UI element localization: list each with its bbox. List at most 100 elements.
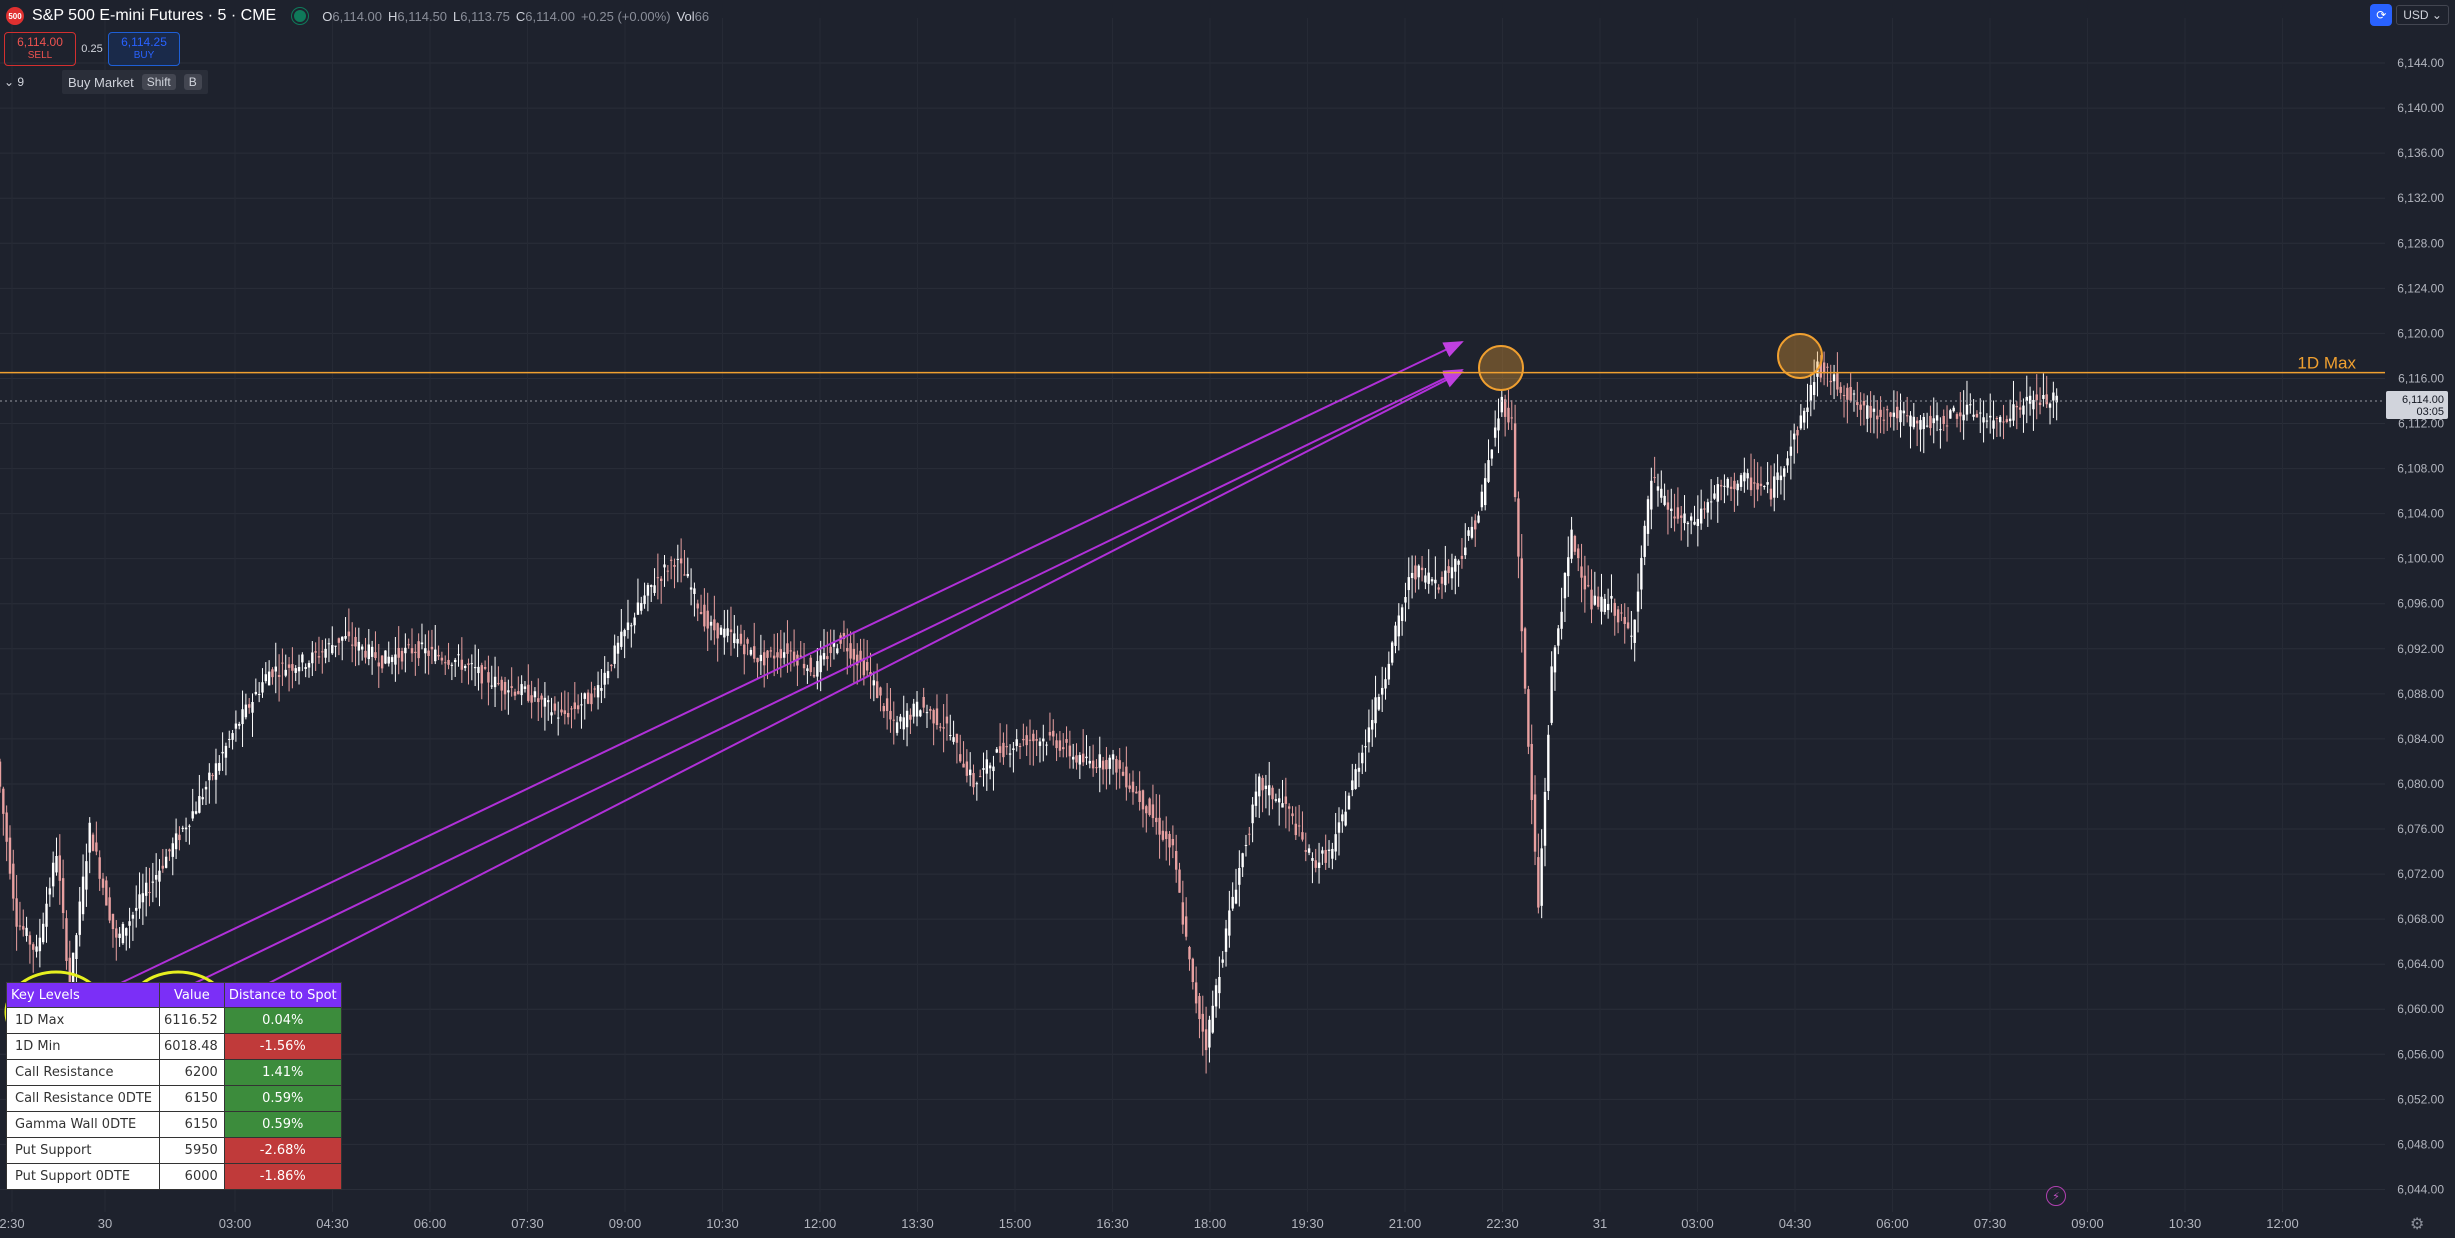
- sell-button[interactable]: 6,114.00 SELL: [4, 32, 76, 66]
- x-tick-label: 2:30: [0, 1216, 25, 1231]
- candle-body: [1636, 591, 1640, 612]
- y-tick-label: 6,092.00: [2397, 642, 2444, 656]
- candle-body: [81, 876, 85, 915]
- candle-body: [2028, 395, 2032, 404]
- candle-body: [194, 811, 198, 814]
- candle-body: [311, 652, 314, 664]
- candle-body: [1517, 498, 1520, 557]
- candle-body: [1892, 412, 1896, 417]
- candle-body: [151, 881, 155, 883]
- candle-body: [1125, 766, 1128, 788]
- candle-body: [71, 952, 75, 991]
- candle-body: [550, 712, 553, 716]
- candle-body: [1640, 557, 1643, 590]
- candle-body: [1493, 427, 1497, 438]
- y-tick-label: 6,068.00: [2397, 912, 2444, 926]
- currency-select[interactable]: USD ⌄: [2396, 5, 2449, 25]
- x-tick-label: 18:00: [1194, 1216, 1227, 1231]
- candle-body: [583, 693, 586, 699]
- candle-body: [1311, 858, 1314, 861]
- candle-body: [347, 631, 351, 637]
- candle-body: [1507, 407, 1510, 423]
- candle-body: [1387, 663, 1391, 680]
- candle-body: [174, 833, 178, 850]
- candle-body: [1174, 850, 1178, 870]
- sync-icon[interactable]: ⟳: [2370, 4, 2393, 26]
- candle-body: [659, 578, 663, 582]
- x-tick-label: 06:00: [1876, 1216, 1909, 1231]
- candle-body: [1178, 869, 1181, 893]
- candle-body: [1600, 596, 1603, 612]
- candle-body: [1108, 757, 1111, 769]
- candle-body: [576, 705, 580, 710]
- x-tick-label: 19:30: [1291, 1216, 1324, 1231]
- candle-body: [1297, 825, 1301, 827]
- candle-body: [247, 704, 251, 708]
- candle-body: [530, 695, 533, 703]
- candle-body: [852, 648, 856, 660]
- candle-body: [274, 666, 277, 672]
- candle-body: [1081, 753, 1085, 763]
- candle-body: [234, 723, 238, 729]
- candle-body: [78, 901, 81, 935]
- candle-body: [1699, 508, 1703, 524]
- buy-button[interactable]: 6,114.25 BUY: [108, 32, 180, 66]
- candle-body: [1048, 732, 1052, 736]
- candle-body: [12, 863, 15, 899]
- candle-body: [772, 655, 776, 659]
- candle-body: [420, 642, 424, 645]
- candle-body: [271, 669, 274, 678]
- y-tick-label: 6,132.00: [2397, 191, 2444, 205]
- candle-body: [856, 654, 859, 666]
- candle-body: [1660, 488, 1663, 498]
- candle-body: [547, 700, 550, 703]
- y-tick-label: 6,080.00: [2397, 777, 2444, 791]
- candle-body: [364, 650, 367, 658]
- candle-body: [18, 925, 22, 927]
- candle-body: [1231, 896, 1234, 909]
- candle-body: [832, 641, 836, 647]
- candle-body: [570, 708, 573, 710]
- candle-body: [1208, 1019, 1211, 1048]
- candle-body: [809, 657, 812, 673]
- candle-body: [656, 577, 660, 579]
- candle-body: [1723, 485, 1726, 487]
- candle-body: [1251, 804, 1254, 824]
- candle-body: [1563, 573, 1567, 599]
- candle-body: [819, 655, 822, 673]
- candle-body: [1543, 791, 1547, 846]
- candle-body: [1414, 565, 1417, 580]
- market-status-icon[interactable]: [292, 8, 309, 24]
- buy-market-button[interactable]: Buy Market Shift B: [62, 70, 208, 94]
- candle-body: [1367, 727, 1371, 743]
- settings-icon[interactable]: ⚙: [2410, 1216, 2425, 1233]
- candle-body: [1955, 414, 1959, 419]
- candle-body: [673, 565, 676, 567]
- candle-body: [626, 622, 630, 630]
- candle-body: [470, 663, 474, 665]
- candle-body: [743, 644, 746, 655]
- candle-body: [1959, 412, 1962, 417]
- candle-body: [1211, 1005, 1214, 1033]
- candle-body: [676, 558, 680, 560]
- candle-body: [1846, 387, 1849, 400]
- symbol-title[interactable]: S&P 500 E-mini Futures · 5 · CME: [32, 7, 277, 24]
- candle-body: [101, 878, 105, 888]
- collapse-toggle[interactable]: ⌄ 9: [4, 75, 25, 89]
- candle-body: [331, 645, 334, 654]
- candle-body: [261, 682, 264, 693]
- candle-body: [1646, 499, 1650, 534]
- candle-body: [1464, 547, 1467, 556]
- bolt-icon[interactable]: ⚡: [2046, 1186, 2066, 1206]
- candle-body: [885, 698, 889, 712]
- candle-body: [377, 662, 380, 667]
- candle-body: [623, 630, 626, 637]
- x-tick-label: 07:30: [1974, 1216, 2007, 1231]
- y-tick-label: 6,052.00: [2397, 1092, 2444, 1106]
- candle-body: [1766, 482, 1769, 485]
- candle-body: [912, 703, 915, 717]
- candle-body: [1005, 746, 1008, 748]
- candle-body: [2038, 402, 2042, 406]
- candle-body: [1075, 755, 1078, 763]
